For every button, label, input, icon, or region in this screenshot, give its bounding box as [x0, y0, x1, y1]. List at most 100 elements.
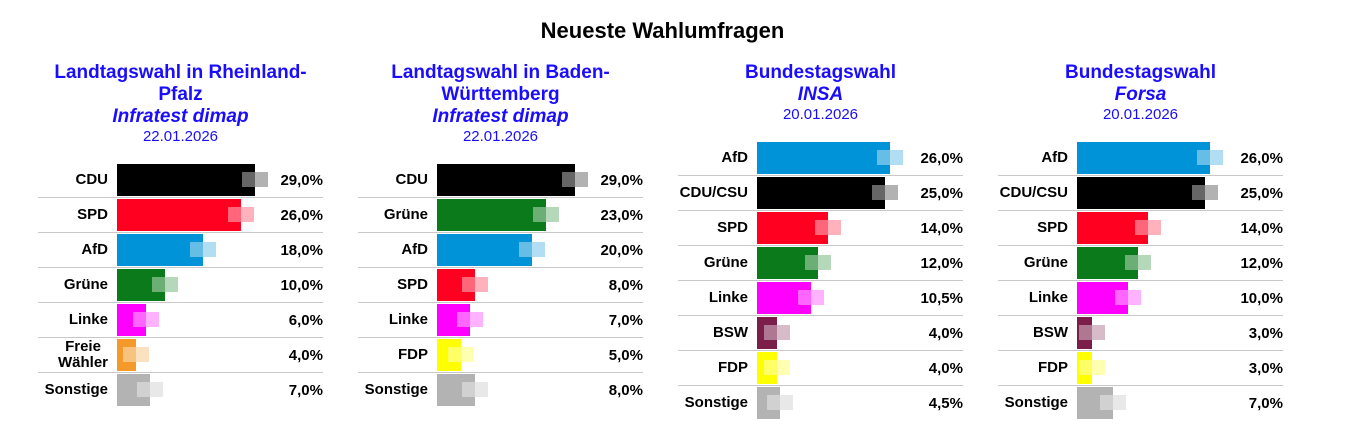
poll-panel: Bundestagswahl Forsa 20.01.2026	[998, 62, 1283, 124]
party-label: SPD	[77, 206, 108, 223]
institute: Forsa	[1114, 84, 1167, 105]
bar	[437, 304, 471, 336]
bar	[1077, 352, 1093, 384]
bar-marker	[815, 220, 842, 235]
bar-row: CDU/CSU 25,0%	[678, 176, 963, 211]
bar-marker	[805, 255, 832, 270]
bar	[1077, 212, 1149, 244]
bar-marker	[1125, 255, 1152, 270]
election-title: Landtagswahl in Rheinland-Pfalz	[54, 62, 307, 105]
value-label: 7,0%	[288, 381, 323, 399]
value-label: 14,0%	[1240, 219, 1283, 237]
value-label: 7,0%	[1248, 394, 1283, 412]
bar-row: CDU 29,0%	[358, 163, 643, 198]
value-label: 26,0%	[920, 149, 963, 167]
bar	[1077, 142, 1210, 174]
party-label: AfD	[1041, 149, 1068, 166]
value-label: 4,0%	[928, 359, 963, 377]
bar-row: Freie Wähler 4,0%	[38, 338, 323, 373]
bar-row: SPD 14,0%	[678, 211, 963, 246]
bar-marker	[871, 185, 898, 200]
bar	[117, 339, 137, 371]
bar	[437, 339, 461, 371]
party-label: AfD	[81, 241, 108, 258]
bar-row: Linke 7,0%	[358, 303, 643, 338]
institute: Infratest dimap	[432, 106, 569, 127]
value-label: 3,0%	[1248, 324, 1283, 342]
party-label: CDU/CSU	[999, 184, 1068, 201]
party-label: SPD	[717, 219, 748, 236]
institute: INSA	[797, 84, 844, 105]
panel-title: Bundestagswahl Forsa	[998, 62, 1283, 106]
party-label: Sonstige	[684, 394, 748, 411]
bar-marker	[797, 290, 824, 305]
bar-row: AfD 26,0%	[998, 141, 1283, 176]
bar-marker	[189, 242, 216, 257]
bar-marker	[151, 277, 178, 292]
party-label: SPD	[397, 276, 428, 293]
value-label: 5,0%	[608, 346, 643, 364]
party-label: Grüne	[63, 276, 108, 293]
bar-marker	[533, 207, 560, 222]
bar-row: SPD 26,0%	[38, 198, 323, 233]
bar	[1077, 247, 1139, 279]
bar-row: CDU 29,0%	[38, 163, 323, 198]
value-label: 8,0%	[608, 276, 643, 294]
bar-row: Sonstige 8,0%	[358, 373, 643, 408]
bar-marker	[764, 360, 791, 375]
bar-row: AfD 26,0%	[678, 141, 963, 176]
value-label: 10,5%	[920, 289, 963, 307]
party-label: Linke	[388, 311, 428, 328]
bar	[437, 199, 547, 231]
bar	[1077, 387, 1113, 419]
bar-row: Sonstige 4,5%	[678, 386, 963, 421]
bar-marker	[876, 150, 903, 165]
bar-marker	[1196, 150, 1223, 165]
poll-panel: Bundestagswahl INSA 20.01.2026	[678, 62, 963, 124]
party-label: AfD	[721, 149, 748, 166]
bar-marker	[1099, 395, 1126, 410]
bar-row: SPD 14,0%	[998, 211, 1283, 246]
bar-marker	[123, 347, 150, 362]
value-label: 6,0%	[288, 311, 323, 329]
bar	[1077, 317, 1093, 349]
bar-row: SPD 8,0%	[358, 268, 643, 303]
bar-row: Grüne 10,0%	[38, 268, 323, 303]
bar-marker	[1079, 360, 1106, 375]
party-label: BSW	[713, 324, 748, 341]
poll-panel: Landtagswahl in Rheinland-Pfalz Infratest…	[38, 62, 323, 146]
value-label: 3,0%	[1248, 359, 1283, 377]
panel-title: Landtagswahl in Baden-Württemberg Infrate…	[358, 62, 643, 128]
bar-row: Linke 10,5%	[678, 281, 963, 316]
bar-marker	[1191, 185, 1218, 200]
bar-row: Sonstige 7,0%	[38, 373, 323, 408]
party-label: BSW	[1033, 324, 1068, 341]
bar-row: BSW 4,0%	[678, 316, 963, 351]
bar-list: AfD 26,0% CDU/CSU 25,0% SPD 14,0% Grüne 12,0% Li…	[998, 141, 1283, 421]
bar-row: Grüne 12,0%	[998, 246, 1283, 281]
panel-title: Landtagswahl in Rheinland-Pfalz Infratest…	[38, 62, 323, 128]
value-label: 12,0%	[920, 254, 963, 272]
election-title: Bundestagswahl	[1065, 62, 1216, 83]
bar-marker	[457, 312, 484, 327]
bar	[437, 164, 576, 196]
value-label: 26,0%	[1240, 149, 1283, 167]
bar	[437, 234, 533, 266]
party-label: CDU/CSU	[679, 184, 748, 201]
party-label: SPD	[1037, 219, 1068, 236]
party-label: FDP	[718, 359, 748, 376]
value-label: 26,0%	[280, 206, 323, 224]
bar	[757, 247, 819, 279]
bar-marker	[766, 395, 793, 410]
bar	[117, 269, 165, 301]
value-label: 25,0%	[920, 184, 963, 202]
bar-row: Linke 10,0%	[998, 281, 1283, 316]
bar-marker	[1115, 290, 1141, 305]
poll-date: 22.01.2026	[142, 128, 219, 145]
bar-row: CDU/CSU 25,0%	[998, 176, 1283, 211]
bar-marker	[137, 382, 164, 397]
bar-marker	[242, 172, 269, 187]
value-label: 29,0%	[600, 171, 643, 189]
bar	[117, 234, 203, 266]
party-label: Grüne	[383, 206, 428, 223]
